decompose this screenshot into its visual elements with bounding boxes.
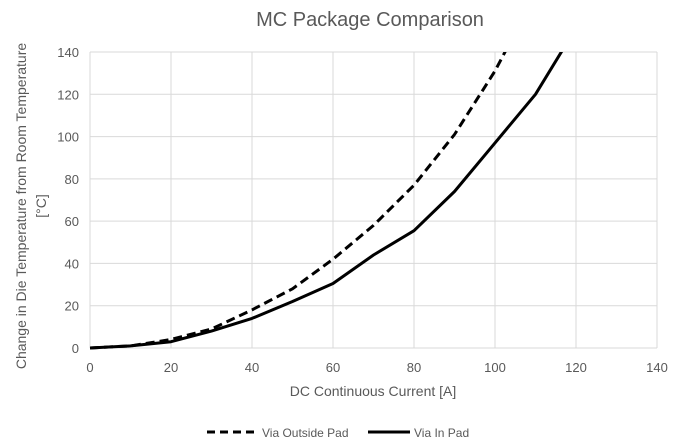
y-axis-label-line-1: Change in Die Temperature from Room Temp… — [13, 43, 29, 370]
x-tick-label: 60 — [326, 360, 340, 375]
y-axis-label-line-2: [°C] — [33, 194, 49, 218]
legend-label-via-outside-pad: Via Outside Pad — [262, 426, 349, 440]
x-tick-label: 20 — [164, 360, 178, 375]
series-lines — [90, 52, 564, 350]
y-tick-label: 60 — [65, 214, 79, 229]
y-tick-label: 100 — [57, 130, 79, 145]
legend: Via Outside Pad Via In Pad — [207, 426, 469, 440]
y-tick-label: 80 — [65, 172, 79, 187]
y-tick-label: 0 — [72, 341, 79, 356]
x-tick-label: 140 — [646, 360, 668, 375]
x-tick-labels: 0 20 40 60 80 100 120 140 — [86, 360, 667, 375]
x-tick-label: 100 — [484, 360, 506, 375]
y-tick-labels: 0 20 40 60 80 100 120 140 — [57, 45, 79, 356]
x-tick-label: 120 — [565, 360, 587, 375]
y-tick-label: 120 — [57, 87, 79, 102]
y-tick-label: 20 — [65, 299, 79, 314]
series-line-via-in-pad — [90, 52, 564, 350]
grid — [89, 51, 658, 349]
x-tick-label: 40 — [245, 360, 259, 375]
chart-title: MC Package Comparison — [256, 9, 484, 31]
series-line-via-outside-pad — [90, 52, 507, 350]
legend-label-via-in-pad: Via In Pad — [414, 426, 469, 440]
x-axis-label: DC Continuous Current [A] — [290, 383, 457, 399]
y-tick-label: 140 — [57, 45, 79, 60]
x-tick-label: 0 — [86, 360, 93, 375]
x-tick-label: 80 — [407, 360, 421, 375]
y-tick-label: 40 — [65, 256, 79, 271]
